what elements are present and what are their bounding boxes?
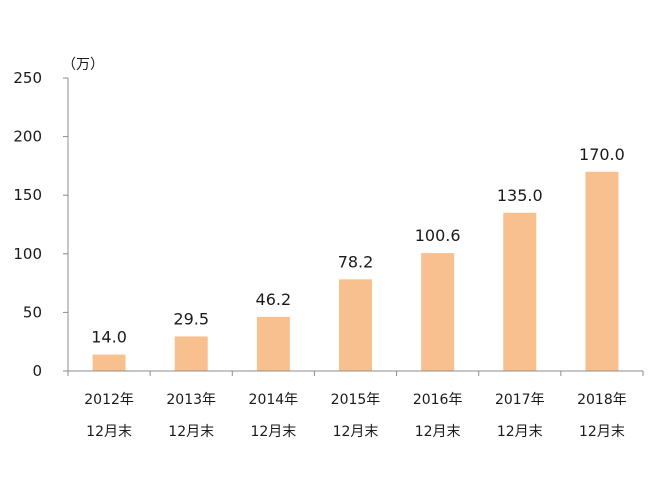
bar	[92, 354, 126, 371]
y-tick-label: 250	[13, 69, 42, 87]
data-label: 135.0	[497, 186, 543, 205]
data-label: 78.2	[338, 252, 374, 271]
y-axis-unit-label: （万）	[62, 57, 104, 73]
data-label: 100.6	[415, 226, 461, 245]
category-label: 2013年	[166, 392, 216, 408]
y-tick-label: 0	[32, 362, 42, 380]
category-label: 12月末	[250, 424, 296, 440]
data-label: 29.5	[173, 309, 209, 328]
bar	[503, 212, 537, 371]
y-axis: 0 50 100 150 200 250	[13, 69, 69, 380]
y-tick-label: 200	[13, 128, 42, 146]
data-label: 170.0	[579, 145, 625, 164]
category-label: 12月末	[497, 424, 543, 440]
bar	[585, 171, 619, 371]
category-label: 2015年	[331, 392, 381, 408]
x-axis: 2012年 12月末 2013年 12月末 2014年 12月末 2015年 12月末 2016…	[67, 370, 644, 440]
bar	[421, 253, 455, 371]
category-label: 12月末	[579, 424, 625, 440]
category-label: 12月末	[168, 424, 214, 440]
category-label: 2016年	[413, 392, 463, 408]
category-label: 2017年	[495, 392, 545, 408]
category-label: 12月末	[333, 424, 379, 440]
category-label: 12月末	[86, 424, 132, 440]
category-label: 2012年	[84, 392, 134, 408]
y-tick-label: 50	[23, 303, 42, 321]
bars	[92, 171, 619, 371]
bar	[339, 279, 372, 371]
data-labels: 14.0 29.5 46.2 78.2 100.6 135.0 170.0	[91, 145, 625, 347]
category-label: 12月末	[415, 424, 461, 440]
category-label: 2018年	[577, 392, 627, 408]
bar	[256, 316, 290, 371]
category-label: 2014年	[249, 392, 299, 408]
data-label: 46.2	[256, 290, 292, 309]
y-tick-label: 150	[13, 186, 42, 204]
y-tick-label: 100	[13, 245, 42, 263]
bar	[174, 336, 208, 371]
data-label: 14.0	[91, 328, 127, 347]
